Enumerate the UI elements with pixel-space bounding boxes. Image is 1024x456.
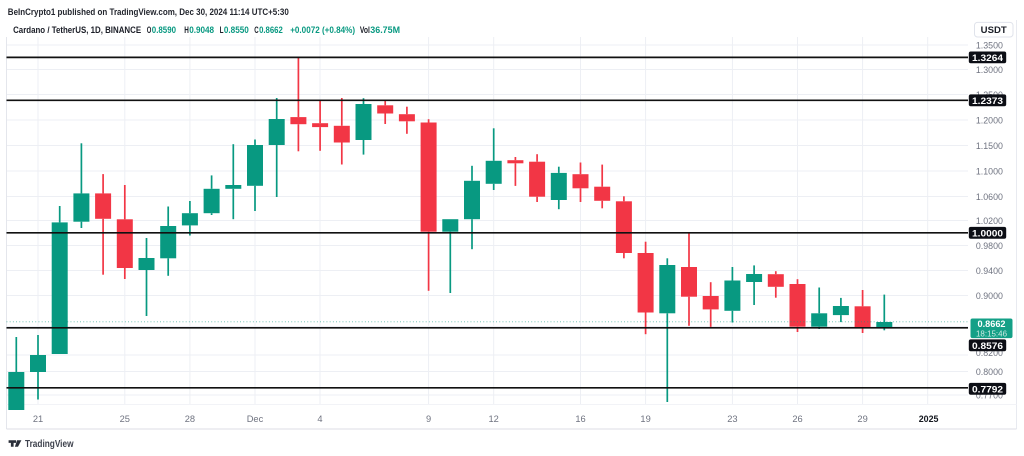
svg-text:0.8576: 0.8576 (972, 341, 1003, 352)
svg-text:1.1000: 1.1000 (976, 165, 1003, 176)
svg-text:19: 19 (640, 414, 650, 424)
svg-text:0.9048: 0.9048 (189, 25, 214, 35)
svg-text:O: O (147, 25, 152, 35)
svg-text:C: C (254, 25, 259, 35)
svg-text:29: 29 (857, 414, 867, 424)
svg-text:+0.0072 (+0.84%): +0.0072 (+0.84%) (290, 25, 355, 35)
svg-text:16: 16 (575, 414, 585, 424)
svg-text:0.8000: 0.8000 (976, 366, 1003, 377)
svg-text:18:15:46: 18:15:46 (976, 328, 1007, 338)
svg-text:USDT: USDT (981, 25, 1007, 35)
svg-text:BeInCrypto1 published on Tradi: BeInCrypto1 published on TradingView.com… (8, 7, 289, 18)
svg-text:1.0600: 1.0600 (976, 191, 1003, 202)
svg-text:1.0000: 1.0000 (972, 228, 1003, 239)
svg-text:1.2000: 1.2000 (976, 114, 1003, 125)
svg-text:26: 26 (792, 414, 802, 424)
svg-text:0.8590: 0.8590 (152, 25, 176, 35)
svg-text:0.9800: 0.9800 (976, 240, 1003, 251)
svg-text:1.3500: 1.3500 (976, 39, 1003, 50)
svg-text:25: 25 (120, 414, 130, 424)
svg-text:0.7700: 0.7700 (976, 389, 1003, 400)
svg-text:28: 28 (185, 414, 195, 424)
svg-text:12: 12 (489, 414, 499, 424)
svg-text:0.9400: 0.9400 (976, 265, 1003, 276)
svg-text:1.0200: 1.0200 (976, 215, 1003, 226)
svg-text:0.7792: 0.7792 (972, 384, 1003, 395)
svg-text:0.8550: 0.8550 (224, 25, 249, 35)
svg-text:H: H (184, 25, 189, 35)
svg-text:9: 9 (426, 414, 431, 424)
svg-text:2025: 2025 (919, 413, 939, 424)
svg-text:0.8662: 0.8662 (259, 25, 283, 35)
svg-text:1.1500: 1.1500 (976, 140, 1003, 151)
svg-text:0.8200: 0.8200 (976, 347, 1003, 358)
svg-text:23: 23 (727, 414, 737, 424)
svg-text:21: 21 (33, 414, 43, 424)
svg-text:1.3000: 1.3000 (976, 64, 1003, 75)
svg-text:0.9000: 0.9000 (976, 290, 1003, 301)
svg-text:Vol: Vol (360, 25, 370, 35)
svg-text:L: L (220, 25, 224, 35)
svg-text:TradingView: TradingView (25, 439, 74, 450)
svg-text:Dec: Dec (247, 414, 264, 424)
svg-text:4: 4 (317, 414, 322, 424)
svg-text:1.2373: 1.2373 (972, 96, 1003, 107)
svg-text:1.3264: 1.3264 (972, 53, 1004, 64)
svg-text:0.8662: 0.8662 (978, 319, 1006, 330)
svg-text:Cardano / TetherUS, 1D, BINANC: Cardano / TetherUS, 1D, BINANCE (13, 25, 141, 35)
svg-text:36.75M: 36.75M (370, 25, 400, 35)
